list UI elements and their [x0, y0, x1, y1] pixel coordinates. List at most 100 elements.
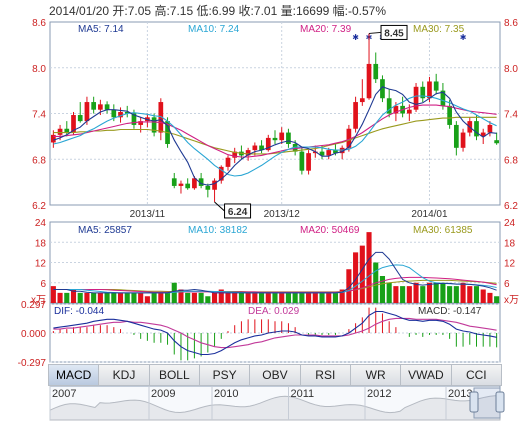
volume-bar	[245, 292, 251, 303]
volume-ytick-right: x万	[504, 295, 519, 306]
price-candle-body	[91, 102, 97, 110]
volume-bar	[265, 292, 271, 303]
price-candle-body	[131, 113, 137, 125]
volume-bar	[299, 292, 305, 303]
price-candle-body	[225, 157, 231, 167]
tab-vwad[interactable]: VWAD	[401, 365, 452, 385]
macd-legend-dif: DIF: -0.044	[54, 306, 104, 317]
price-candle-body	[51, 134, 56, 143]
price-candle-body	[178, 183, 184, 186]
header-low-label: 低:	[196, 4, 212, 18]
overview-right-handle[interactable]	[495, 391, 505, 413]
tab-cci[interactable]: CCI	[465, 368, 487, 382]
volume-bar	[346, 269, 352, 303]
price-candle-body	[158, 102, 164, 133]
price-ytick-left: 8.6	[32, 18, 46, 29]
price-candle-body	[98, 104, 103, 110]
volume-legend-ma20: MA20: 50469	[300, 225, 360, 236]
price-candle-body	[487, 124, 493, 133]
tab-kdj[interactable]: KDJ	[99, 365, 150, 385]
volume-bar	[111, 292, 117, 303]
header-change-label: 幅:	[332, 4, 348, 18]
volume-bar	[292, 292, 298, 303]
price-candle-body	[151, 117, 157, 133]
macd-legend-dea: DEA: 0.029	[248, 306, 300, 317]
price-candle-body	[346, 128, 352, 148]
volume-bar	[238, 292, 244, 303]
price-candle-body	[494, 140, 499, 144]
price-candle-body	[393, 105, 399, 114]
volume-bar	[285, 292, 291, 303]
overview-area	[49, 395, 501, 421]
tab-psy[interactable]: PSY	[200, 365, 251, 385]
price-candle-body	[259, 145, 264, 151]
volume-bar	[64, 292, 70, 303]
volume-bar	[400, 286, 406, 303]
volume-bar	[460, 282, 466, 303]
price-candle-body	[286, 132, 291, 144]
volume-bar	[138, 292, 144, 303]
tab-obv[interactable]: OBV	[250, 365, 301, 385]
tab-boll[interactable]: BOLL	[150, 365, 200, 385]
volume-bar	[77, 292, 83, 303]
tab-macd[interactable]: MACD	[49, 365, 100, 385]
price-candle-body	[312, 151, 318, 154]
price-ytick-left: 6.2	[32, 201, 46, 212]
price-line-ma20	[53, 104, 497, 158]
macd-ytick-left: 0.000	[21, 329, 46, 340]
volume-bar	[339, 289, 345, 303]
price-candle-body	[218, 166, 224, 181]
volume-bar	[433, 282, 439, 303]
volume-bar	[332, 292, 338, 303]
volume-bar	[57, 292, 63, 303]
price-xtick: 2013/11	[130, 209, 166, 220]
overview-year-label: 2010	[214, 388, 238, 400]
overview-year-label: 2011	[291, 388, 315, 400]
price-candle-body	[333, 150, 338, 154]
price-candle-body	[406, 109, 412, 114]
price-candle-body	[386, 98, 392, 114]
dividend-mark: ✱	[352, 33, 359, 42]
volume-bar	[212, 292, 218, 303]
price-line-ma5	[53, 86, 497, 186]
price-candle-body	[124, 111, 130, 114]
volume-bar	[178, 289, 184, 303]
tab-wr[interactable]: WR	[351, 365, 402, 385]
price-candle-body	[212, 180, 217, 190]
price-line-ma10	[53, 95, 497, 177]
volume-bar	[158, 292, 164, 303]
price-candle-body	[353, 102, 358, 129]
overview-left-handle[interactable]	[469, 391, 479, 413]
price-candle-body	[306, 153, 311, 171]
volume-bar	[97, 292, 103, 303]
volume-bar	[420, 286, 426, 303]
volume-bar	[205, 296, 211, 303]
header-close: 7.01	[253, 4, 278, 18]
header-high-label: 高:	[154, 4, 170, 18]
volume-bar	[198, 292, 204, 303]
volume-bar	[144, 296, 150, 303]
macd-ytick-left: 0.297	[21, 300, 46, 311]
header-high: 7.15	[169, 4, 194, 18]
price-ytick-right: 6.2	[504, 201, 518, 212]
price-candle-body	[299, 151, 305, 171]
volume-bar	[252, 292, 258, 303]
price-candle-body	[373, 63, 379, 80]
volume-bar	[487, 292, 493, 303]
volume-bar	[164, 292, 171, 303]
volume-legend-ma30: MA30: 61385	[413, 225, 473, 236]
tab-rsi[interactable]: RSI	[301, 365, 351, 385]
volume-legend-ma10: MA10: 38182	[188, 225, 248, 236]
volume-bar	[326, 292, 332, 303]
price-candle-body	[480, 132, 486, 137]
price-candle-body	[460, 132, 466, 148]
header-open: 7.05	[127, 4, 152, 18]
price-line-ma30	[53, 116, 497, 155]
price-candle-body	[64, 128, 70, 133]
volume-bar	[232, 292, 238, 303]
price-candle-body	[440, 90, 446, 106]
volume-bar	[413, 282, 419, 303]
volume-bar	[259, 292, 265, 303]
annotation-leader	[214, 201, 225, 212]
